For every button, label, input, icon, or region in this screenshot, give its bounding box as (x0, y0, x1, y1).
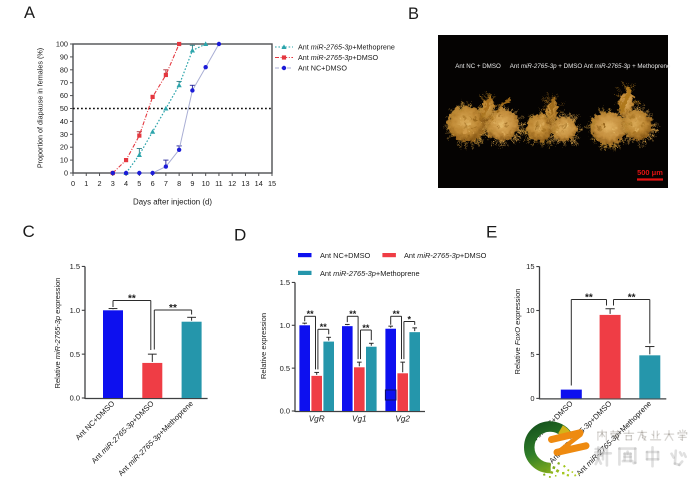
svg-text:Ant miR-2765-3p+DMSO: Ant miR-2765-3p+DMSO (404, 251, 487, 260)
svg-text:15: 15 (526, 262, 534, 271)
svg-text:Ant miR-2765-3p+DMSO: Ant miR-2765-3p+DMSO (298, 53, 379, 62)
svg-text:Ant miR-2765-3p+Methoprene: Ant miR-2765-3p+Methoprene (298, 43, 395, 52)
svg-text:2: 2 (98, 179, 102, 188)
svg-text:**: ** (307, 309, 315, 319)
svg-text:Ant miR-2765-3p+Methoprene: Ant miR-2765-3p+Methoprene (116, 399, 195, 478)
svg-text:**: ** (128, 293, 136, 304)
svg-text:**: ** (628, 292, 636, 303)
svg-text:100: 100 (56, 40, 68, 49)
svg-text:14: 14 (255, 179, 263, 188)
svg-text:B: B (408, 5, 419, 23)
svg-text:9: 9 (190, 179, 194, 188)
svg-text:1.5: 1.5 (70, 262, 80, 271)
svg-text:8: 8 (177, 179, 181, 188)
svg-text:Ant miR-2765-3p+Methoprene: Ant miR-2765-3p+Methoprene (320, 269, 420, 278)
svg-text:Relative expression: Relative expression (259, 313, 268, 379)
svg-text:11: 11 (215, 179, 223, 188)
svg-text:0: 0 (64, 169, 68, 178)
svg-text:E: E (486, 223, 497, 242)
svg-text:4: 4 (124, 179, 128, 188)
svg-text:80: 80 (60, 65, 68, 74)
svg-text:1.5: 1.5 (280, 278, 290, 287)
svg-text:7: 7 (164, 179, 168, 188)
svg-text:Ant NC + DMSO: Ant NC + DMSO (455, 63, 501, 70)
svg-text:Ant miR-2765-3p + Methoprene: Ant miR-2765-3p + Methoprene (584, 63, 671, 70)
svg-text:1.0: 1.0 (280, 321, 290, 330)
svg-text:0: 0 (530, 394, 534, 403)
svg-text:5: 5 (530, 350, 534, 359)
svg-text:15: 15 (268, 179, 276, 188)
svg-text:10: 10 (202, 179, 210, 188)
svg-text:5: 5 (137, 179, 141, 188)
svg-text:30: 30 (60, 130, 68, 139)
svg-text:1: 1 (84, 179, 88, 188)
svg-text:Proportion of diapause in fema: Proportion of diapause in females (%) (36, 48, 45, 168)
svg-text:*: * (408, 314, 412, 324)
svg-text:13: 13 (241, 179, 249, 188)
svg-text:10: 10 (526, 306, 534, 315)
svg-text:**: ** (362, 323, 370, 333)
svg-text:A: A (24, 4, 35, 22)
svg-text:Relative FoxO expression: Relative FoxO expression (513, 289, 522, 375)
svg-text:C: C (23, 222, 35, 241)
svg-text:Days after injection (d): Days after injection (d) (133, 198, 212, 207)
svg-text:**: ** (393, 309, 401, 319)
svg-text:D: D (234, 226, 246, 245)
svg-text:10: 10 (60, 156, 68, 165)
svg-text:0.5: 0.5 (70, 350, 80, 359)
svg-text:500 μm: 500 μm (637, 168, 663, 177)
svg-text:Ant NC+DMSO: Ant NC+DMSO (298, 64, 347, 73)
svg-text:3: 3 (111, 179, 115, 188)
svg-text:**: ** (585, 292, 593, 303)
svg-text:40: 40 (60, 117, 68, 126)
svg-text:50: 50 (60, 104, 68, 113)
svg-text:Ant NC+DMSO: Ant NC+DMSO (73, 399, 116, 442)
svg-text:90: 90 (60, 52, 68, 61)
svg-text:0.0: 0.0 (280, 407, 290, 416)
svg-text:Ant NC+DMSO: Ant NC+DMSO (320, 251, 371, 260)
svg-text:0.5: 0.5 (280, 364, 290, 373)
svg-text:0.0: 0.0 (70, 394, 80, 403)
svg-text:**: ** (320, 322, 328, 332)
svg-text:20: 20 (60, 143, 68, 152)
svg-text:**: ** (349, 309, 357, 319)
svg-text:Vg2: Vg2 (395, 415, 410, 424)
svg-text:VgR: VgR (309, 415, 325, 424)
svg-text:Relative miR-2765-3p expressio: Relative miR-2765-3p expression (53, 278, 62, 389)
svg-text:60: 60 (60, 91, 68, 100)
svg-text:12: 12 (228, 179, 236, 188)
svg-text:Ant miR-2765-3p + DMSO: Ant miR-2765-3p + DMSO (510, 63, 583, 70)
svg-text:1.0: 1.0 (70, 306, 80, 315)
svg-text:6: 6 (151, 179, 155, 188)
svg-text:Vg1: Vg1 (352, 415, 367, 424)
svg-text:**: ** (169, 303, 177, 314)
svg-text:70: 70 (60, 78, 68, 87)
svg-text:0: 0 (71, 179, 75, 188)
